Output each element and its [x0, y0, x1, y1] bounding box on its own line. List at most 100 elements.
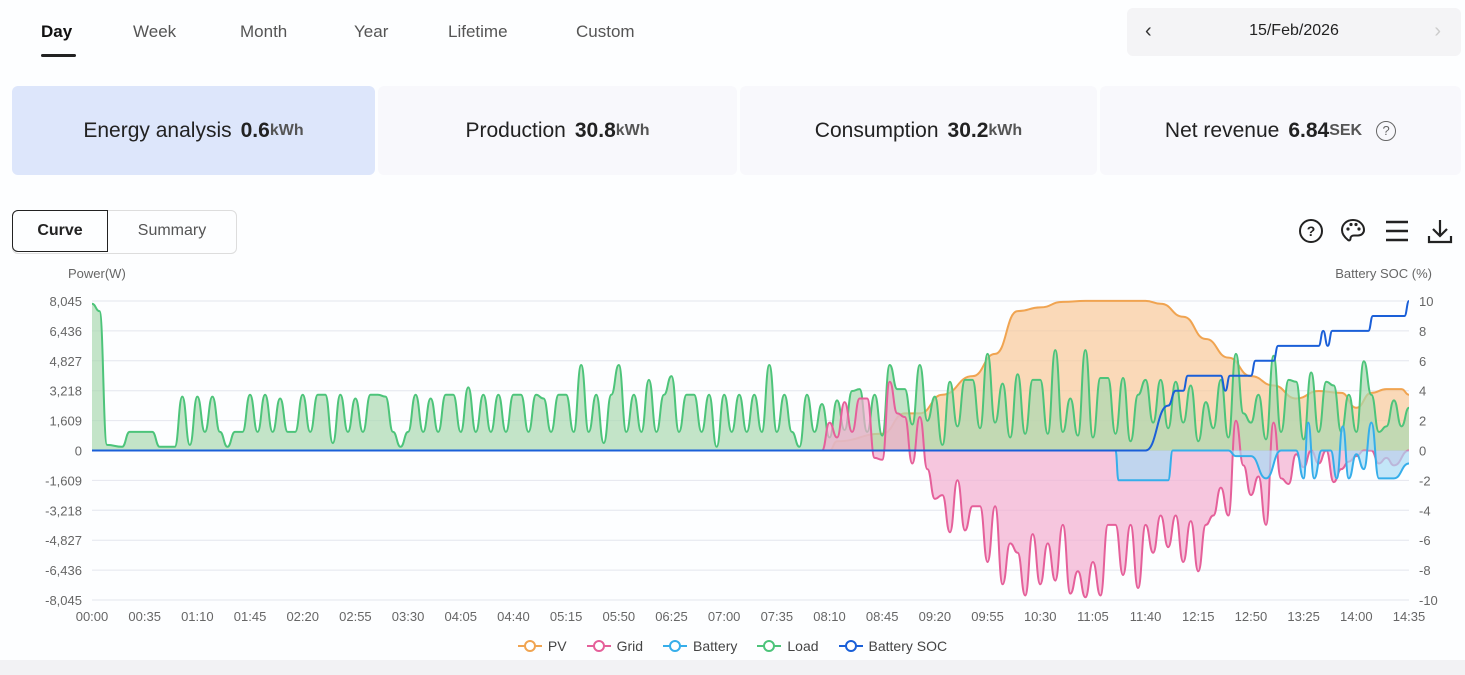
card-label: Energy analysis: [83, 118, 232, 142]
y-right-tick-label: 4: [1419, 384, 1426, 399]
x-tick-label: 09:20: [919, 609, 952, 624]
series-line-battery: [92, 421, 1410, 482]
y-left-tick-label: 3,218: [49, 384, 82, 399]
x-tick-label: 14:00: [1340, 609, 1373, 624]
y-right-tick-label: 0: [1419, 444, 1426, 459]
x-tick-label: 01:10: [181, 609, 214, 624]
card-production[interactable]: Production 30.8 kWh: [378, 86, 737, 175]
legend-load[interactable]: Load: [757, 638, 819, 654]
power-chart[interactable]: 8,045 10 6,436 8 4,827 6 3,218 4 1,609 2 0 0 -1,609 -…: [0, 285, 1465, 630]
date-picker[interactable]: ‹ 15/Feb/2026 ›: [1127, 8, 1461, 56]
tab-month[interactable]: Month: [240, 22, 288, 41]
y-left-tick-label: 1,609: [49, 414, 82, 429]
legend-pv[interactable]: PV: [517, 638, 567, 654]
x-tick-label: 04:40: [497, 609, 530, 624]
chevron-left-icon[interactable]: ‹: [1145, 20, 1152, 42]
card-energy-analysis[interactable]: Energy analysis 0.6 kWh: [12, 86, 375, 175]
date-value[interactable]: 15/Feb/2026: [1249, 22, 1339, 39]
card-consumption[interactable]: Consumption 30.2 kWh: [740, 86, 1097, 175]
legend-grid[interactable]: Grid: [586, 638, 644, 654]
palette-icon[interactable]: [1340, 218, 1366, 244]
y-right-tick-label: -6: [1419, 533, 1431, 548]
card-value: 30.2: [947, 118, 989, 142]
legend-marker: [517, 640, 542, 652]
summary-button[interactable]: Summary: [137, 222, 207, 239]
y-right-tick-label: 8: [1419, 324, 1426, 339]
x-tick-label: 05:15: [550, 609, 583, 624]
y-left-axis-title: Power(W): [68, 266, 126, 281]
legend-marker: [757, 640, 782, 652]
y-left-tick-label: -6,436: [45, 563, 82, 578]
x-tick-label: 11:05: [1077, 609, 1109, 624]
legend-marker: [586, 640, 611, 652]
card-label: Net revenue: [1164, 118, 1280, 142]
y-left-tick-label: 0: [75, 444, 82, 459]
series-line-load: [91, 302, 1410, 448]
tab-year[interactable]: Year: [354, 22, 389, 41]
y-left-tick-label: -3,218: [45, 503, 82, 518]
card-unit: SEK: [1329, 121, 1363, 139]
x-tick-label: 00:00: [76, 609, 109, 624]
card-value: 6.84: [1288, 118, 1330, 142]
curve-button[interactable]: Curve: [12, 210, 108, 252]
x-tick-label: 01:45: [234, 609, 267, 624]
x-tick-label: 03:30: [392, 609, 425, 624]
x-tick-label: 04:05: [444, 609, 477, 624]
chevron-right-icon[interactable]: ›: [1434, 20, 1441, 42]
legend-battery-soc[interactable]: Battery SOC: [838, 638, 948, 654]
card-value: 0.6: [240, 118, 270, 142]
card-unit: kWh: [988, 121, 1023, 139]
x-tick-label: 00:35: [128, 609, 161, 624]
series-area-grid: [92, 381, 1409, 598]
chart-legend: PV Grid Battery Load Battery SOC: [0, 638, 1465, 654]
y-left-tick-label: 6,436: [49, 324, 82, 339]
y-left-tick-label: -8,045: [45, 593, 82, 608]
y-right-tick-label: -8: [1419, 563, 1431, 578]
y-right-tick-label: -2: [1419, 473, 1431, 488]
active-tab-indicator: [41, 54, 76, 57]
page-footer-strip: [0, 660, 1465, 675]
legend-battery[interactable]: Battery: [663, 638, 737, 654]
legend-label: Battery: [693, 638, 738, 654]
legend-label: PV: [547, 638, 567, 654]
y-right-axis-title: Battery SOC (%): [1335, 266, 1432, 281]
x-tick-label: 13:25: [1287, 609, 1320, 624]
legend-label: Battery SOC: [868, 638, 948, 654]
card-label: Production: [465, 118, 566, 142]
legend-marker: [838, 640, 863, 652]
tab-day[interactable]: Day: [41, 22, 73, 41]
menu-icon[interactable]: [1384, 218, 1410, 244]
help-icon[interactable]: ?: [1376, 120, 1397, 141]
legend-label: Load: [787, 638, 819, 654]
x-tick-label: 12:50: [1235, 609, 1268, 624]
x-tick-label: 02:55: [339, 609, 372, 624]
x-tick-label: 06:25: [655, 609, 688, 624]
x-tick-label: 12:15: [1182, 609, 1215, 624]
x-tick-label: 02:20: [286, 609, 319, 624]
card-unit: kWh: [615, 121, 650, 139]
y-right-tick-label: -4: [1419, 503, 1431, 518]
y-left-tick-label: 8,045: [49, 294, 82, 309]
tab-lifetime[interactable]: Lifetime: [448, 22, 508, 41]
x-tick-label: 08:10: [813, 609, 846, 624]
card-label: Consumption: [814, 118, 939, 142]
x-tick-label: 08:45: [866, 609, 899, 624]
y-right-tick-label: 10: [1419, 294, 1433, 309]
x-tick-label: 11:40: [1130, 609, 1162, 624]
y-right-tick-label: 2: [1419, 414, 1426, 429]
series-line-battery-soc: [92, 300, 1410, 452]
tab-custom[interactable]: Custom: [576, 22, 635, 41]
card-net-revenue[interactable]: Net revenue 6.84 SEK ?: [1100, 86, 1461, 175]
tab-week[interactable]: Week: [133, 22, 177, 41]
x-tick-label: 10:30: [1024, 609, 1057, 624]
card-value: 30.8: [574, 118, 616, 142]
legend-label: Grid: [616, 638, 644, 654]
y-left-tick-label: 4,827: [49, 354, 82, 369]
y-left-tick-label: -4,827: [45, 533, 82, 548]
card-unit: kWh: [269, 121, 304, 139]
x-tick-label: 07:00: [708, 609, 741, 624]
download-icon[interactable]: [1427, 218, 1453, 244]
help-icon[interactable]: ?: [1298, 218, 1324, 244]
x-tick-label: 14:35: [1393, 609, 1426, 624]
view-toggle: Curve Summary: [12, 210, 237, 254]
